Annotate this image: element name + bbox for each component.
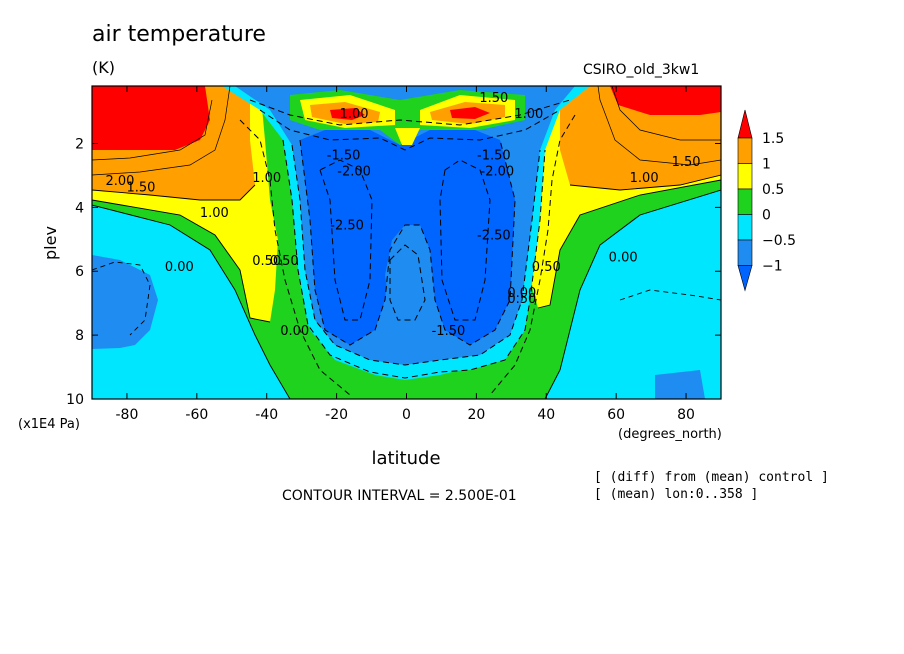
x-tick-label: -60: [185, 407, 208, 423]
y-tick-label: 6: [75, 264, 84, 280]
contour-label: 0.50: [270, 254, 299, 269]
contour-label: 1.50: [672, 155, 701, 170]
contour-line: [537, 179, 721, 309]
x-tick-label: 20: [467, 407, 485, 423]
field-blue-right: [655, 370, 705, 399]
field-red-left: [92, 86, 210, 150]
y-tick-label: 2: [75, 136, 84, 152]
colorbar-label: 1.5: [762, 131, 784, 147]
diff-note: [ (diff) from (mean) control ]: [594, 470, 829, 485]
contour-line: [92, 99, 213, 161]
colorbar-bottom-arrow: [737, 265, 753, 292]
contour-line: [92, 184, 256, 201]
contour-line: [389, 244, 426, 321]
contour-label: 1.00: [630, 171, 659, 186]
contour-line: [544, 189, 721, 399]
colorbar: 1.5 1 0.5 0 −0.5 −1: [737, 109, 796, 292]
colorbar-label: 0.5: [762, 182, 784, 198]
contour-line: [611, 86, 721, 141]
contour-lines: [92, 86, 721, 399]
colorbar-label: 1: [762, 157, 771, 173]
contour-label: 0.00: [507, 286, 536, 301]
contour-line: [249, 99, 571, 126]
contour-label: 0.00: [609, 251, 638, 266]
contour-label: 0.50: [532, 260, 561, 275]
field-red-top: [330, 107, 490, 120]
colorbar-label: −0.5: [762, 233, 796, 249]
contour-label: 1.00: [340, 107, 369, 122]
x-tick-label: -80: [116, 407, 139, 423]
contour-line: [319, 159, 373, 321]
contour-label: -2.00: [337, 164, 371, 179]
field-darkblue-core: [300, 120, 515, 345]
y-tick-label: 8: [75, 328, 84, 344]
colorbar-swatch: [737, 239, 753, 266]
contour-label: 1.50: [126, 180, 155, 195]
dataset-label: CSIRO_old_3kw1: [583, 62, 700, 78]
colorbar-swatch: [737, 163, 753, 190]
contour-label: -1.50: [432, 324, 466, 339]
contour-line: [569, 174, 721, 191]
x-tick-label: -20: [325, 407, 348, 423]
contour-line: [92, 199, 271, 323]
x-tick-label: 0: [402, 407, 411, 423]
contour-label: -2.50: [330, 219, 364, 234]
x-tick-label: 80: [677, 407, 695, 423]
contour-line: [489, 114, 576, 396]
contour-label: 0.00: [165, 260, 194, 275]
colorbar-top-arrow: [737, 109, 753, 139]
colorbar-label: 0: [762, 208, 771, 224]
chart-units: (K): [92, 58, 115, 77]
colorbar-swatch: [737, 214, 753, 241]
contour-interval: CONTOUR INTERVAL = 2.500E-01: [282, 488, 517, 504]
field-yellow-top-center: [395, 128, 420, 145]
x-axis: -80 -60 -40 -20 0 20 40 60 80: [116, 86, 695, 423]
contour-label: 0.50: [507, 292, 536, 307]
y-axis: 2 4 6 8 10: [66, 136, 721, 408]
colorbar-swatch: [737, 188, 753, 215]
x-tick-label: 60: [607, 407, 625, 423]
colorbar-swatch: [737, 137, 753, 164]
x-axis-units: (degrees_north): [618, 427, 722, 442]
field-blue-left: [92, 255, 158, 349]
contour-label: 0.50: [252, 254, 281, 269]
contour-label: 1.50: [479, 91, 508, 106]
contour-label: 1.00: [200, 206, 229, 221]
contour-line: [92, 261, 151, 336]
contour-line: [92, 204, 291, 399]
contour-line: [597, 86, 721, 166]
field-orange-top: [310, 102, 505, 124]
field-red-right: [610, 86, 721, 115]
chart-title: air temperature: [92, 22, 266, 47]
y-axis-units: (x1E4 Pa): [18, 417, 80, 432]
contour-labels: 2.001.501.000.00 0.500.500.001.00-1.50-2.…: [105, 91, 700, 339]
field-lightblue-center: [385, 225, 435, 330]
contour-label: 1.00: [252, 171, 281, 186]
x-tick-label: -40: [255, 407, 278, 423]
mean-note: [ (mean) lon:0..358 ]: [594, 487, 759, 502]
x-tick-label: 40: [537, 407, 555, 423]
contour-line: [239, 119, 351, 396]
contour-label: 0.00: [280, 324, 309, 339]
contour-line: [439, 159, 491, 321]
contour-label: -1.50: [477, 148, 511, 163]
contour-line: [259, 109, 561, 151]
contour-label: -2.50: [477, 228, 511, 243]
contour-label: 1.00: [514, 107, 543, 122]
contour-line: [92, 86, 231, 176]
contour-line: [282, 139, 546, 379]
plot-area: [92, 86, 721, 399]
dashed-contours: [239, 99, 576, 396]
y-tick-label: 10: [66, 392, 84, 408]
contour-line: [299, 139, 516, 346]
y-axis-label: plev: [41, 226, 60, 260]
y-tick-label: 4: [75, 200, 84, 216]
contour-label: -2.00: [481, 164, 515, 179]
contour-label: -1.50: [327, 148, 361, 163]
colorbar-label: −1: [762, 259, 783, 275]
x-axis-label: latitude: [371, 448, 440, 469]
contour-label: 2.00: [105, 174, 134, 189]
contour-line: [291, 144, 541, 366]
